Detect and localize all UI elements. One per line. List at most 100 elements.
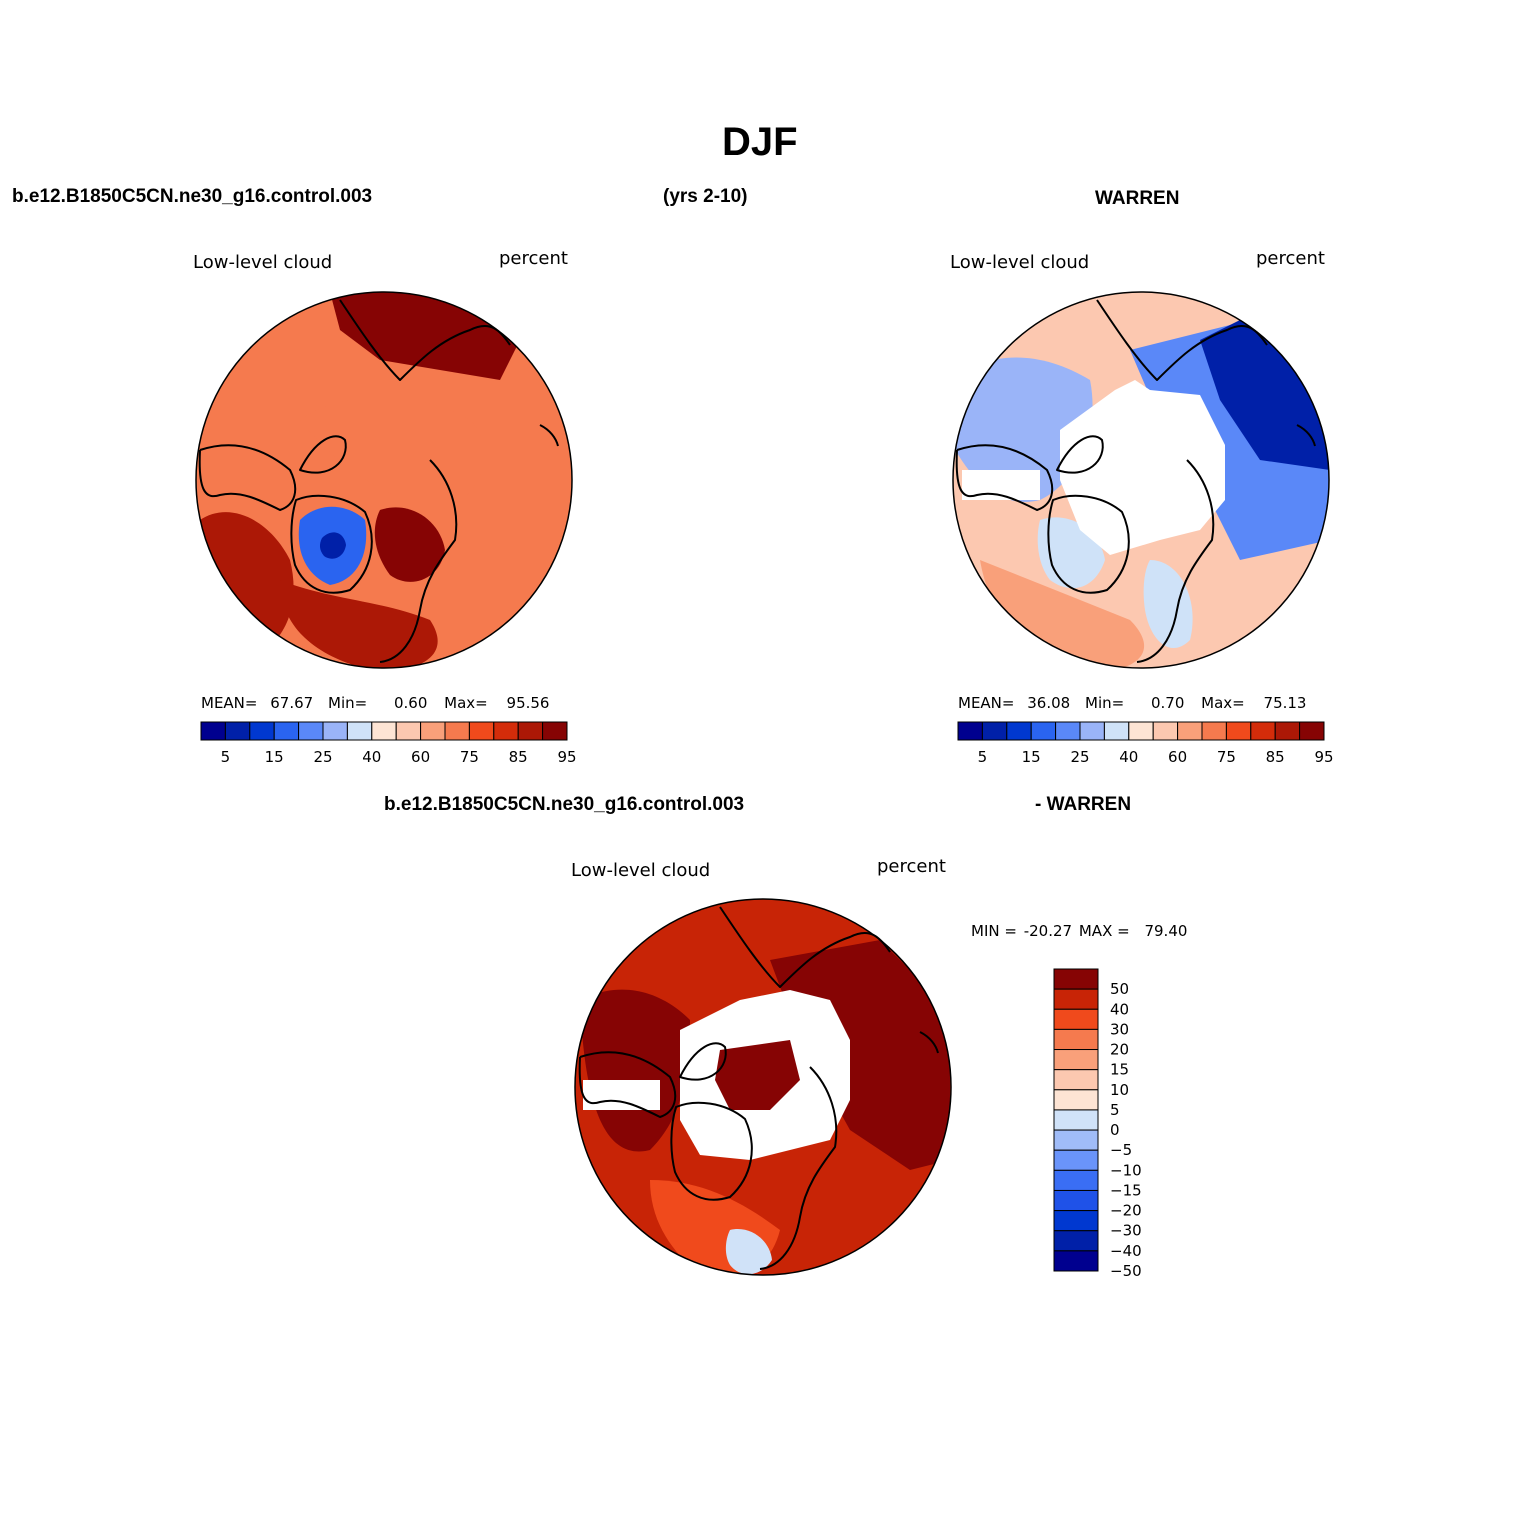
panel1-min-value: 0.60 (393, 694, 428, 712)
p3-colorbar-swatch (1053, 968, 1099, 990)
panel3-map (574, 898, 952, 1276)
p1-region-barents (374, 507, 445, 582)
p2-region-north-america (953, 357, 1093, 502)
p3-colorbar-tick-label: 30 (1110, 1020, 1129, 1038)
panel2-mean-value: 36.08 (1027, 694, 1071, 712)
p1-colorbar-swatch (273, 721, 300, 741)
p1-colorbar-swatch (517, 721, 544, 741)
p2-region-scandinavia (1143, 560, 1193, 649)
p3-colorbar-tick-label: 10 (1110, 1081, 1129, 1099)
p3-colorbar-tick-label: −40 (1110, 1242, 1142, 1260)
p2-coast-scandinavia (1136, 459, 1215, 663)
p2-coast-kamchatka (1296, 424, 1316, 447)
p1-colorbar-tick-label: 25 (313, 748, 332, 766)
p2-colorbar-tick-label: 40 (1119, 748, 1138, 766)
p1-colorbar-tick-label: 95 (557, 748, 576, 766)
p1-colorbar-swatch (395, 721, 422, 741)
p3-colorbar-swatch (1053, 1069, 1099, 1091)
p2-colorbar-swatch (1055, 721, 1081, 741)
panel2-stats: MEAN= 36.08 Min= 0.70 Max= 75.13 (958, 694, 1306, 712)
p2-coast-greenland (1047, 494, 1130, 594)
p3-colorbar-swatch (1053, 1250, 1099, 1272)
p2-colorbar-swatch (1030, 721, 1057, 741)
p1-colorbar-tick-label: 15 (265, 748, 284, 766)
p3-colorbar-tick-label: 40 (1110, 1000, 1129, 1018)
p1-colorbar-swatch (224, 721, 251, 741)
p3-region-canada (580, 989, 690, 1152)
p2-coast-siberia (1096, 299, 1268, 381)
panel1-mean-value: 67.67 (270, 694, 314, 712)
p2-colorbar-tick-label: 60 (1168, 748, 1187, 766)
p1-coast-greenland (290, 494, 373, 594)
years-label: (yrs 2-10) (663, 186, 748, 207)
p2-colorbar-swatch (1274, 721, 1301, 741)
panel3-units-label: percent (877, 856, 946, 877)
p1-coast-kamchatka (539, 424, 559, 447)
p3-coast-greenland (670, 1101, 753, 1201)
panel2-map (952, 291, 1330, 669)
p3-region-pole (715, 1040, 800, 1110)
panel1-colorbar: 5 15 25 40 60 75 85 95 (200, 721, 577, 766)
p1-colorbar-tick-label: 5 (221, 748, 231, 766)
p2-colorbar-tick-label: 5 (978, 748, 988, 766)
p1-colorbar-swatch (298, 721, 324, 741)
p1-region-greenland-summit (319, 532, 346, 559)
p1-colorbar-swatch (200, 721, 226, 741)
p2-colorbar-tick-label: 25 (1070, 748, 1089, 766)
p2-colorbar-swatch (1177, 721, 1203, 741)
p3-coast-siberia (719, 906, 891, 988)
p2-region-missing (1060, 380, 1225, 555)
p2-colorbar-swatch (1225, 721, 1252, 741)
panel3-min-value: -20.27 (1023, 922, 1073, 940)
p2-colorbar-swatch (1250, 721, 1276, 741)
panel1-stats: MEAN= 67.67 Min= 0.60 Max= 95.56 (201, 694, 549, 712)
p3-colorbar-tick-label: −50 (1110, 1262, 1142, 1280)
p1-coast-archipelago (299, 435, 347, 474)
p3-coastlines (578, 906, 939, 1270)
obs-name-label: WARREN (1095, 188, 1180, 209)
p3-colorbar-tick-label: −15 (1110, 1181, 1142, 1199)
p2-colorbar-swatch (1006, 721, 1032, 741)
p1-coastlines (198, 299, 559, 663)
figure-title: DJF (722, 120, 798, 164)
p3-colorbar-swatch (1053, 1109, 1099, 1131)
panel2-min-value: 0.70 (1150, 694, 1185, 712)
panel3-stats: MIN = -20.27 MAX = 79.40 (971, 922, 1187, 940)
p2-colorbar-swatch (981, 721, 1008, 741)
p1-region-arctic-ocean (300, 397, 485, 510)
p3-colorbar-swatch (1053, 1149, 1099, 1171)
p2-colorbar-swatch (1299, 721, 1325, 741)
p1-colorbar-tick-label: 75 (460, 748, 479, 766)
p3-colorbar-swatch (1053, 1189, 1099, 1212)
p3-colorbar-tick-label: −5 (1110, 1141, 1132, 1159)
p2-map-border (952, 291, 1330, 669)
p3-coast-north-america (578, 1051, 677, 1118)
p3-colorbar-tick-label: 5 (1110, 1101, 1120, 1119)
panel2-max-label: Max= (1201, 694, 1245, 712)
panel3-variable-label: Low-level cloud (571, 860, 711, 881)
p2-colorbar-tick-label: 15 (1022, 748, 1041, 766)
panel3-max-value: 79.40 (1144, 922, 1188, 940)
panel1-map (195, 291, 573, 669)
panel2-mean-label: MEAN= (958, 694, 1015, 712)
p3-colorbar-tick-label: −10 (1110, 1161, 1142, 1179)
p1-colorbar-swatch (322, 721, 348, 741)
panel3-min-label: MIN = (971, 922, 1017, 940)
p1-colorbar-swatch (542, 721, 568, 741)
panel2-min-label: Min= (1085, 694, 1125, 712)
panel2-variable-label: Low-level cloud (950, 252, 1090, 273)
p1-colorbar-tick-label: 60 (411, 748, 430, 766)
p2-colorbar-swatch (957, 721, 983, 741)
p2-colorbar-tick-label: 75 (1217, 748, 1236, 766)
p2-coast-archipelago (1056, 435, 1104, 474)
p3-colorbar-tick-label: 15 (1110, 1061, 1129, 1079)
p3-colorbar-tick-label: 0 (1110, 1121, 1120, 1139)
p2-colorbar-tick-label: 95 (1314, 748, 1333, 766)
p3-coast-kamchatka (919, 1031, 939, 1054)
p3-colorbar-swatch (1053, 1008, 1099, 1030)
p3-colorbar-swatch (1053, 988, 1099, 1010)
p2-coast-north-america (955, 444, 1054, 511)
p3-coast-scandinavia (759, 1066, 838, 1270)
panel1-max-label: Max= (444, 694, 488, 712)
p2-colorbar-swatch (1079, 721, 1105, 741)
